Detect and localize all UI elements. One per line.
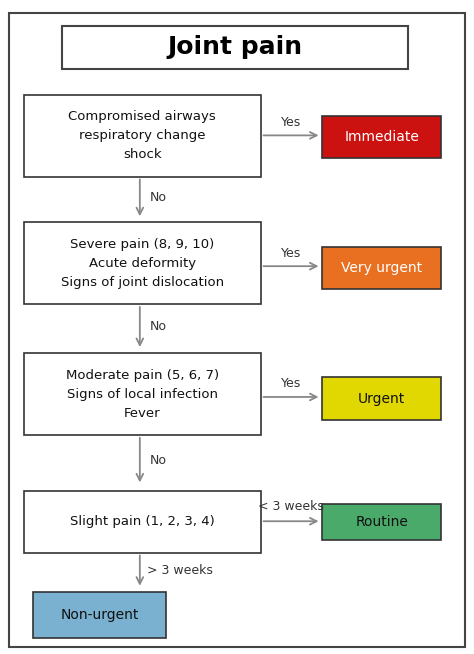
Text: < 3 weeks: < 3 weeks (258, 500, 324, 513)
FancyBboxPatch shape (62, 26, 408, 69)
Text: Moderate pain (5, 6, 7)
Signs of local infection
Fever: Moderate pain (5, 6, 7) Signs of local i… (65, 369, 219, 419)
FancyBboxPatch shape (322, 377, 441, 420)
Text: Routine: Routine (355, 515, 408, 528)
Text: Very urgent: Very urgent (341, 261, 422, 275)
Text: Yes: Yes (281, 377, 301, 390)
Text: Non-urgent: Non-urgent (60, 608, 139, 622)
FancyBboxPatch shape (322, 116, 441, 158)
Text: No: No (149, 454, 166, 466)
FancyBboxPatch shape (9, 13, 465, 647)
Text: Immediate: Immediate (344, 130, 419, 144)
Text: Yes: Yes (281, 247, 301, 260)
Text: No: No (149, 192, 166, 204)
FancyBboxPatch shape (322, 247, 441, 289)
Text: No: No (149, 320, 166, 334)
FancyBboxPatch shape (24, 490, 261, 553)
FancyBboxPatch shape (24, 222, 261, 304)
Text: Urgent: Urgent (358, 392, 405, 405)
Text: Compromised airways
respiratory change
shock: Compromised airways respiratory change s… (68, 111, 216, 161)
FancyBboxPatch shape (24, 353, 261, 435)
Text: Joint pain: Joint pain (167, 35, 302, 59)
Text: Severe pain (8, 9, 10)
Acute deformity
Signs of joint dislocation: Severe pain (8, 9, 10) Acute deformity S… (61, 238, 224, 288)
Text: Yes: Yes (281, 116, 301, 129)
FancyBboxPatch shape (24, 95, 261, 177)
FancyBboxPatch shape (322, 504, 441, 540)
Text: Slight pain (1, 2, 3, 4): Slight pain (1, 2, 3, 4) (70, 515, 215, 528)
Text: > 3 weeks: > 3 weeks (147, 564, 213, 577)
FancyBboxPatch shape (33, 592, 166, 638)
